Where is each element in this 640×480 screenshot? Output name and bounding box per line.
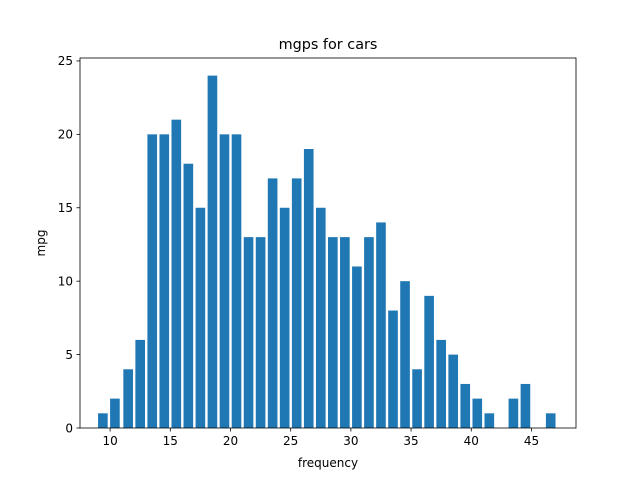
- bar-32: [484, 413, 495, 428]
- bar-30: [460, 383, 471, 428]
- x-tick-label-0: 10: [102, 434, 117, 448]
- bar-31: [472, 398, 483, 428]
- bar-6: [171, 119, 182, 429]
- y-tick-label-4: 20: [58, 128, 73, 142]
- bar-0: [98, 413, 108, 428]
- bars-group: [98, 75, 556, 429]
- bar-15: [279, 207, 290, 428]
- y-tick-label-0: 0: [65, 421, 73, 435]
- bar-21: [352, 266, 362, 428]
- bar-10: [219, 134, 230, 428]
- x-tick-label-7: 45: [524, 434, 539, 448]
- bar-7: [183, 163, 194, 428]
- x-tick-label-3: 25: [283, 434, 298, 448]
- bar-26: [412, 369, 422, 428]
- bar-17: [303, 149, 314, 428]
- bar-29: [448, 354, 459, 428]
- bar-4: [147, 134, 158, 428]
- bar-14: [267, 178, 278, 428]
- bar-5: [159, 134, 170, 428]
- bar-22: [364, 237, 374, 428]
- x-tick-label-5: 35: [403, 434, 418, 448]
- bar-33: [508, 398, 519, 428]
- bar-9: [207, 75, 218, 429]
- x-tick-label-1: 15: [163, 434, 178, 448]
- x-tick-label-2: 20: [223, 434, 238, 448]
- x-axis-label: frequency: [298, 456, 358, 470]
- bar-19: [328, 237, 338, 428]
- plot-frame: [79, 57, 577, 429]
- y-tick-label-2: 10: [58, 274, 73, 288]
- x-tick-label-4: 30: [343, 434, 358, 448]
- bar-12: [243, 237, 254, 428]
- bar-35: [545, 413, 556, 428]
- y-tick-label-3: 15: [58, 201, 73, 215]
- bar-25: [400, 281, 410, 428]
- chart-title: mgps for cars: [279, 37, 378, 53]
- y-axis-label: mpg: [34, 230, 48, 257]
- bar-1: [110, 398, 120, 428]
- bar-8: [195, 207, 206, 428]
- bar-2: [123, 369, 133, 428]
- x-tick-label-6: 40: [464, 434, 479, 448]
- bar-11: [231, 134, 242, 428]
- bar-13: [255, 237, 266, 428]
- y-axis-ticks: 0 5 10 15 20 25: [58, 54, 80, 435]
- bar-27: [424, 295, 434, 428]
- bar-18: [315, 207, 326, 428]
- bar-28: [436, 339, 446, 428]
- bar-16: [291, 178, 302, 428]
- bar-23: [376, 222, 386, 428]
- bar-34: [520, 383, 531, 428]
- bar-24: [388, 310, 398, 428]
- y-tick-label-5: 25: [58, 54, 73, 68]
- y-tick-label-1: 5: [65, 348, 73, 362]
- x-axis-ticks: 10 15 20 25 30 35 40 45: [102, 428, 539, 448]
- bar-3: [135, 339, 146, 428]
- bar-20: [340, 237, 350, 428]
